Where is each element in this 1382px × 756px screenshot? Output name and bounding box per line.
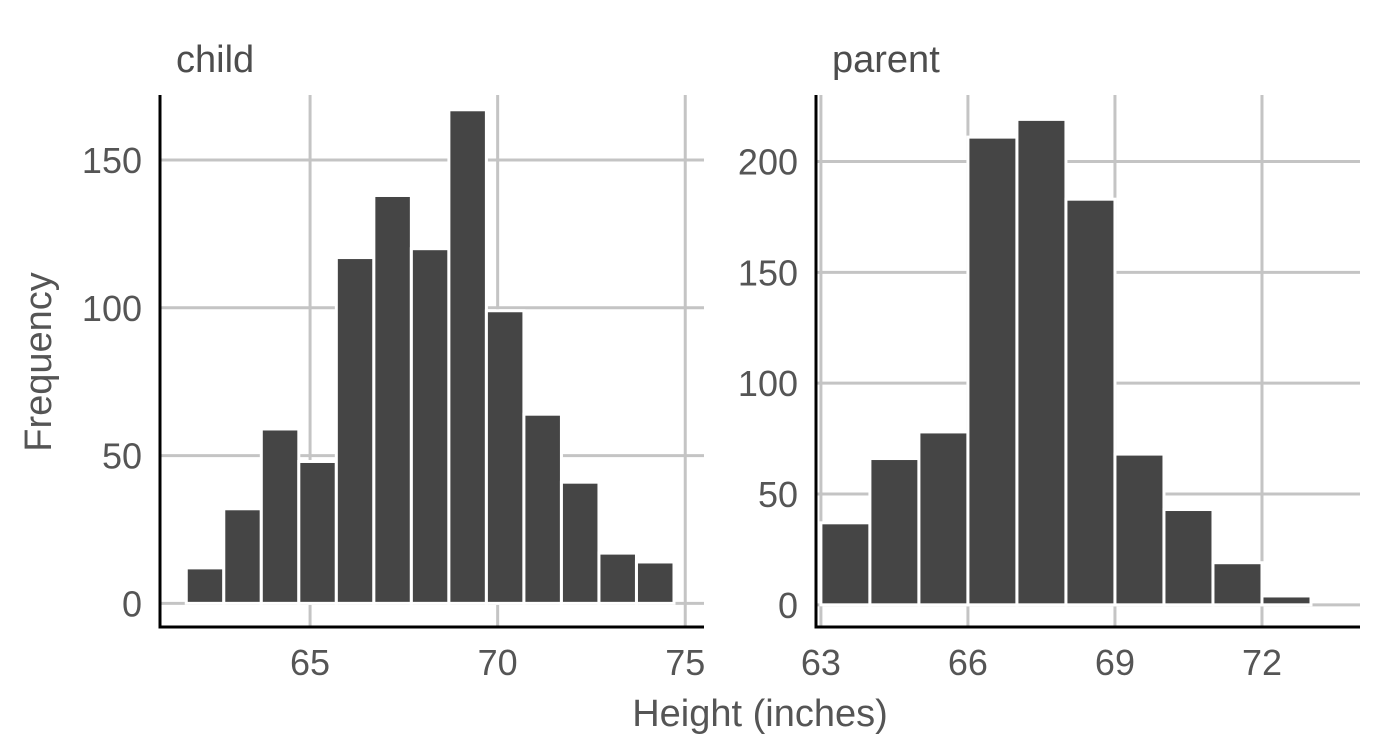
parent-panel-title: parent — [832, 39, 940, 81]
parent-histogram-bar — [1211, 561, 1264, 607]
parent-histogram-bar — [1064, 197, 1117, 607]
child-y-tick-label: 50 — [102, 436, 142, 477]
parent-histogram-bar — [868, 457, 921, 607]
parent-histogram-bar — [917, 430, 970, 607]
parent-y-tick-label: 50 — [758, 474, 798, 515]
parent-x-tick-label: 72 — [1242, 642, 1282, 683]
parent-histogram-bar — [1113, 452, 1166, 607]
child-histogram-bar — [372, 193, 413, 605]
child-histogram-bar — [634, 560, 676, 605]
child-histogram-bar — [484, 309, 526, 605]
child-x-tick-label: 65 — [290, 642, 330, 683]
child-histogram-bar — [597, 551, 638, 605]
parent-y-tick-label: 200 — [738, 142, 798, 183]
child-y-tick-label: 150 — [82, 140, 142, 181]
parent-x-tick-label: 69 — [1095, 642, 1135, 683]
parent-panel: parent 0 50 100 150 200 63 66 69 72 — [738, 39, 1360, 683]
child-histogram-bar — [222, 507, 263, 605]
child-histogram-bar — [559, 480, 601, 605]
child-panel: child 0 50 100 150 65 70 75 — [82, 39, 705, 683]
x-axis-title: Height (inches) — [632, 693, 888, 735]
parent-x-tick-label: 66 — [948, 642, 988, 683]
parent-x-tick-label: 63 — [801, 642, 841, 683]
parent-histogram-bar — [1162, 508, 1215, 607]
child-panel-title: child — [176, 39, 254, 81]
child-histogram-bar — [334, 256, 376, 605]
parent-histogram-bar — [819, 521, 872, 607]
child-histogram-bar — [409, 247, 451, 605]
parent-y-tick-label: 0 — [778, 585, 798, 626]
parent-histogram-bar — [966, 135, 1019, 607]
parent-y-tick-label: 100 — [738, 363, 798, 404]
child-y-tick-label: 100 — [82, 288, 142, 329]
y-axis-title: Frequency — [18, 272, 60, 452]
child-histogram-bar — [259, 427, 301, 605]
child-histogram-bar — [297, 459, 338, 605]
child-histogram-bar — [522, 412, 563, 605]
parent-histogram-bar — [1015, 117, 1068, 607]
child-y-tick-label: 0 — [122, 583, 142, 624]
child-histogram-bar — [184, 566, 226, 605]
parent-histogram-bar — [1260, 594, 1313, 607]
parent-y-tick-label: 150 — [738, 252, 798, 293]
child-histogram-bar — [447, 108, 488, 605]
child-x-tick-label: 70 — [478, 642, 518, 683]
child-x-tick-label: 75 — [665, 642, 705, 683]
